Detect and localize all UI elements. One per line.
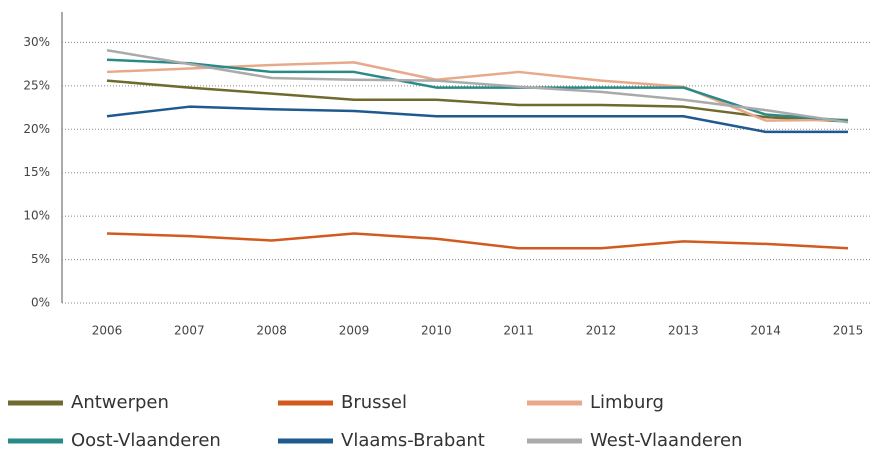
x-tick-label: 2007 xyxy=(174,324,205,338)
legend-label: Brussel xyxy=(341,392,407,413)
series-line xyxy=(106,232,849,250)
y-tick-label: 15% xyxy=(23,165,50,179)
x-tick-label: 2011 xyxy=(503,324,534,338)
legend-swatch xyxy=(278,438,333,444)
legend-label: West-Vlaanderen xyxy=(590,430,742,451)
legend-label: Vlaams-Brabant xyxy=(341,430,485,451)
legend-swatch xyxy=(527,438,582,444)
x-tick-label: 2009 xyxy=(339,324,370,338)
legend-label: Limburg xyxy=(590,392,664,413)
y-tick-label: 0% xyxy=(31,296,50,310)
y-tick-label: 30% xyxy=(23,35,50,49)
legend-swatch xyxy=(8,438,63,444)
y-tick-label: 10% xyxy=(23,209,50,223)
y-tick-label: 5% xyxy=(31,252,50,266)
legend-label: Antwerpen xyxy=(71,392,169,413)
y-tick-label: 20% xyxy=(23,122,50,136)
legend-swatch xyxy=(278,400,333,406)
series-line xyxy=(106,61,849,122)
x-tick-label: 2015 xyxy=(833,324,864,338)
x-tick-label: 2010 xyxy=(421,324,452,338)
series-line xyxy=(106,105,848,134)
legend-swatch xyxy=(8,400,63,406)
y-tick-label: 25% xyxy=(23,78,50,92)
series-line xyxy=(106,79,849,123)
series-line xyxy=(106,58,849,122)
x-tick-label: 2014 xyxy=(750,324,781,338)
legend-swatch xyxy=(527,400,582,406)
x-tick-label: 2012 xyxy=(586,324,617,338)
legend-label: Oost-Vlaanderen xyxy=(71,430,221,451)
x-tick-label: 2008 xyxy=(256,324,287,338)
x-tick-label: 2006 xyxy=(92,324,123,338)
series-line xyxy=(106,48,849,124)
x-tick-label: 2013 xyxy=(668,324,699,338)
